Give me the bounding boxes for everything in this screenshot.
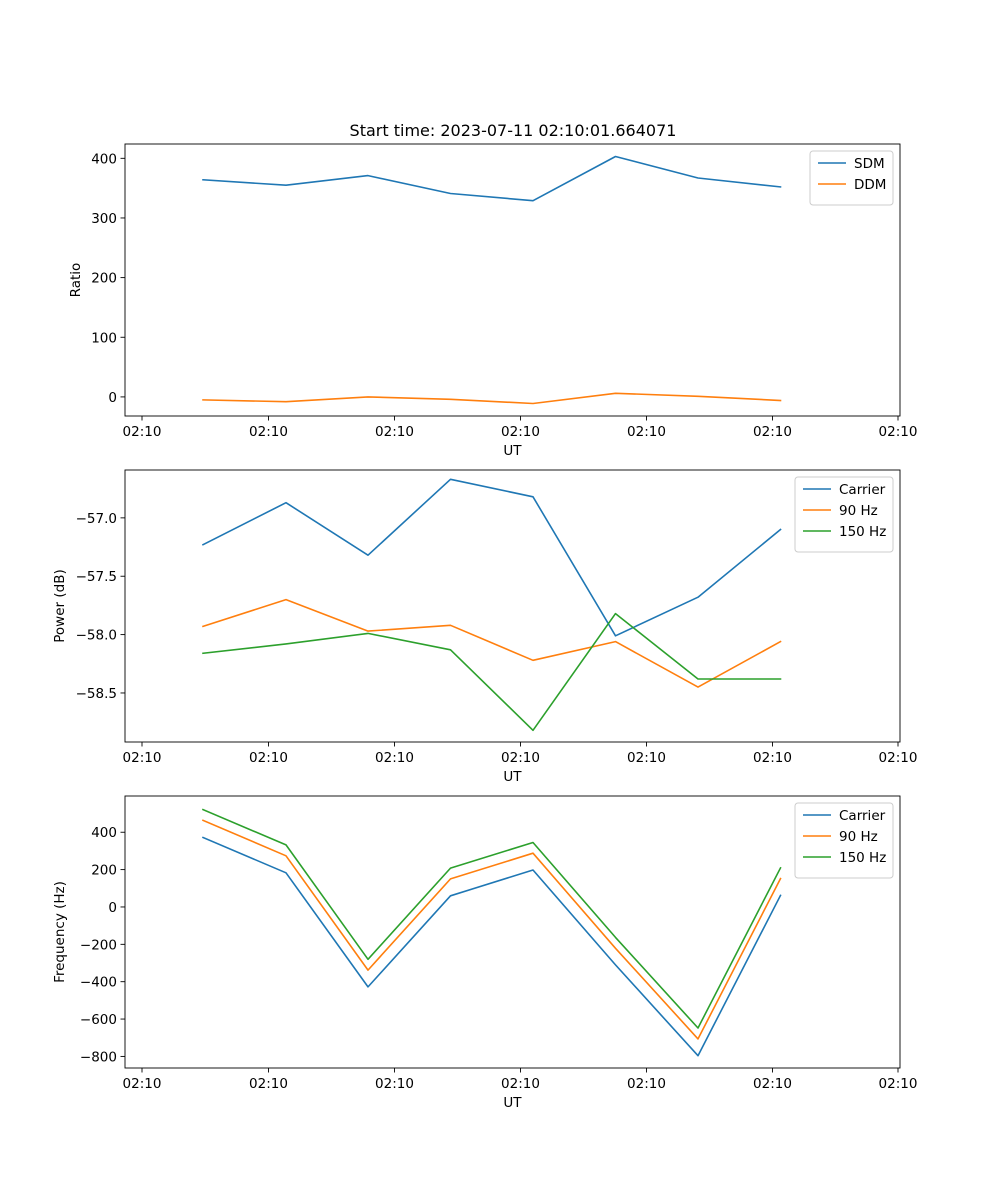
panel-1-x-tick-label-1: 02:10: [123, 424, 162, 440]
panel-3-y-tick-label-7: −800: [80, 1049, 117, 1065]
panel-2-x-tick-label-6: 02:10: [753, 750, 792, 766]
panel-3-legend-90-hz-label: 90 Hz: [839, 829, 878, 845]
panel-2-legend-box: [794, 476, 894, 553]
panel-1: 02:10 02:10 02:10 02:10 02:10 02:10 02:10 0 100 2…: [68, 143, 918, 459]
panel-3-legend-150-hz-label: 150 Hz: [839, 850, 886, 866]
panel-3-legend-carrier-label: Carrier: [839, 808, 886, 824]
panel-2-y-tick-label-4: −58.5: [76, 686, 117, 702]
panel-3-x-tick-label-1: 02:10: [123, 1076, 162, 1092]
panel-3-x-tick-label-2: 02:10: [249, 1076, 288, 1092]
panel-3-frame: [124, 795, 901, 1069]
panel-2-y-tick-label-1: −57.0: [76, 511, 117, 527]
panel-2-y-tick-label-3: −58.0: [76, 628, 117, 644]
panel-2-series-90-hz-line: [201, 598, 782, 688]
panel-3-y-tick-label-2: 200: [91, 863, 117, 879]
panel-2-frame: [124, 469, 901, 743]
panel-1-y-tick-label-1: 0: [108, 390, 117, 406]
panel-1-y-tick-label-4: 300: [91, 211, 117, 227]
panel-3-x-tick-label-6: 02:10: [753, 1076, 792, 1092]
panel-3: 02:10 02:10 02:10 02:10 02:10 02:10 02:10 400 20…: [52, 795, 918, 1111]
panel-1-x-axis-label: UT: [503, 443, 522, 459]
panel-2-series-150-hz-line: [202, 612, 782, 732]
panel-1-legend-ddm-label: DDM: [854, 177, 886, 193]
panel-3-y-tick-label-1: 400: [91, 825, 117, 841]
panel-3-series-90-hz-line: [201, 819, 782, 1040]
panel-1-x-tick-label-7: 02:10: [879, 424, 918, 440]
panel-1-y-tick-label-2: 100: [91, 330, 117, 346]
panel-2-x-tick-label-2: 02:10: [249, 750, 288, 766]
panel-1-x-tick-label-6: 02:10: [753, 424, 792, 440]
panel-1-x-tick-label-5: 02:10: [627, 424, 666, 440]
panel-3-x-tick-label-3: 02:10: [375, 1076, 414, 1092]
panel-2-y-axis-label: Power (dB): [52, 569, 68, 642]
panel-1-y-axis-label: Ratio: [68, 263, 84, 298]
figure-title: Start time: 2023-07-11 02:10:01.664071: [350, 121, 677, 140]
panel-1-legend-sdm-label: SDM: [854, 156, 885, 172]
panel-3-y-tick-label-6: −600: [80, 1012, 117, 1028]
panel-1-series-sdm-line: [202, 155, 782, 202]
panel-1-y-tick-label-3: 200: [91, 271, 117, 287]
panel-2-x-axis-label: UT: [503, 769, 522, 785]
panel-2-series-carrier-line: [201, 478, 782, 637]
panel-2-legend-90-hz-label: 90 Hz: [839, 503, 878, 519]
panel-3-y-tick-label-3: 0: [108, 900, 117, 916]
panel-2-x-tick-label-3: 02:10: [375, 750, 414, 766]
panel-1-series-ddm-line: [202, 392, 782, 405]
panel-1-y-tick-label-5: 400: [91, 151, 117, 167]
panel-1-legend-box: [809, 150, 894, 206]
panel-3-series-150-hz-line: [201, 808, 782, 1029]
panel-2-x-tick-label-4: 02:10: [501, 750, 540, 766]
panel-3-y-axis-label: Frequency (Hz): [52, 881, 68, 983]
panel-3-x-axis-label: UT: [503, 1095, 522, 1111]
panel-2-legend-carrier-label: Carrier: [839, 482, 886, 498]
panel-1-frame: [124, 143, 901, 417]
panel-1-x-tick-label-3: 02:10: [375, 424, 414, 440]
panel-2-x-tick-label-1: 02:10: [123, 750, 162, 766]
panel-3-x-tick-label-5: 02:10: [627, 1076, 666, 1092]
panel-2-x-tick-label-7: 02:10: [879, 750, 918, 766]
panel-3-x-tick-label-7: 02:10: [879, 1076, 918, 1092]
panels: 02:10 02:10 02:10 02:10 02:10 02:10 02:10 0 100 2…: [52, 143, 918, 1111]
panel-3-y-tick-label-5: −400: [80, 975, 117, 991]
panel-3-x-tick-label-4: 02:10: [501, 1076, 540, 1092]
panel-3-y-tick-label-4: −200: [80, 937, 117, 953]
panel-2: 02:10 02:10 02:10 02:10 02:10 02:10 02:10 −57.0…: [52, 469, 918, 785]
panel-2-y-tick-label-2: −57.5: [76, 569, 117, 585]
panel-3-series-carrier-line: [201, 836, 782, 1057]
panel-1-x-tick-label-4: 02:10: [501, 424, 540, 440]
panel-3-legend-box: [794, 802, 894, 879]
panel-1-x-tick-label-2: 02:10: [249, 424, 288, 440]
panel-2-legend-150-hz-label: 150 Hz: [839, 524, 886, 540]
panel-2-x-tick-label-5: 02:10: [627, 750, 666, 766]
